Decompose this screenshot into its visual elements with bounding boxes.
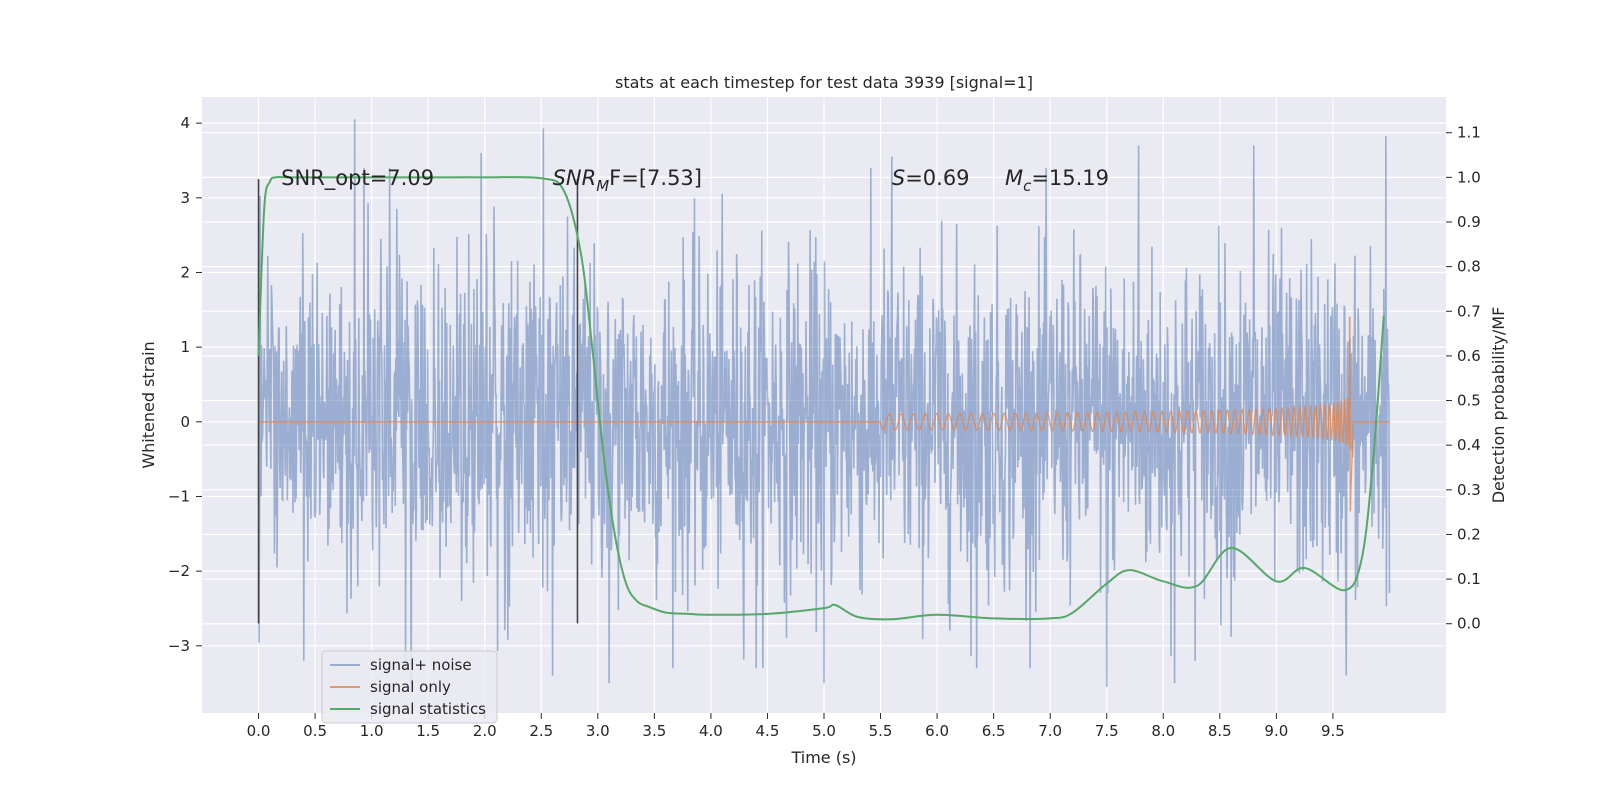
x-tick-label: 1.0 <box>360 722 384 740</box>
y-right-tick-label: 0.6 <box>1457 347 1481 365</box>
x-tick-label: 9.0 <box>1264 722 1288 740</box>
x-tick-label: 8.5 <box>1208 722 1232 740</box>
y-right-tick-label: 0.0 <box>1457 615 1481 633</box>
y-right-tick-label: 0.8 <box>1457 258 1481 276</box>
y-right-tick-label: 0.1 <box>1457 570 1481 588</box>
x-tick-label: 0.0 <box>247 722 271 740</box>
annotations: SNR_opt=7.09 SNRMF=[7.53] S=0.69 Mc=15.19 <box>281 166 1109 195</box>
y-tick-label: 4 <box>180 114 190 132</box>
x-tick-label: 3.5 <box>642 722 666 740</box>
annotation-part: S <box>892 166 905 190</box>
series-signal-only <box>258 316 1390 512</box>
x-tick-label: 8.0 <box>1151 722 1175 740</box>
y-tick-label: −2 <box>168 562 190 580</box>
y-tick-label: 0 <box>180 413 190 431</box>
y-axis-label: Whitened strain <box>139 341 158 468</box>
legend-box <box>321 650 498 724</box>
data-layer <box>257 119 1391 691</box>
annotation: Mc=15.19 <box>1005 166 1109 195</box>
axes: 0.0 0.5 1.0 1.5 2.0 2.5 3.0 3.5 4.0 4.5 5.0 5.5 6.0 6… <box>168 114 1481 740</box>
annotation-part: M <box>1005 166 1023 190</box>
y-tick-label: 1 <box>180 338 190 356</box>
x-tick-label: 5.5 <box>869 722 893 740</box>
x-tick-label: 1.5 <box>416 722 440 740</box>
annotation: SNR_opt=7.09 <box>281 166 434 191</box>
annotation-part: =15.19 <box>1031 166 1109 190</box>
annotation: S=0.69 <box>892 166 970 190</box>
annotation-part: SNR <box>553 166 597 190</box>
y-right-tick-label: 0.2 <box>1457 525 1481 543</box>
legend: signal+ noise signal only signal statistic… <box>321 650 498 724</box>
x-tick-label: 9.5 <box>1321 722 1345 740</box>
x-tick-label: 0.5 <box>303 722 327 740</box>
y-tick-label: −1 <box>168 487 190 505</box>
series-signal-noise <box>257 119 1391 691</box>
x-tick-label: 5.0 <box>812 722 836 740</box>
x-tick-label: 3.0 <box>586 722 610 740</box>
y-tick-label: 3 <box>180 189 190 207</box>
x-tick-label: 2.0 <box>473 722 497 740</box>
y-right-tick-label: 0.3 <box>1457 481 1481 499</box>
chart-title: stats at each timestep for test data 393… <box>615 73 1033 92</box>
x-axis-label: Time (s) <box>790 748 856 767</box>
y-right-tick-label: 0.4 <box>1457 436 1481 454</box>
y-right-tick-label: 0.5 <box>1457 392 1481 410</box>
annotation-subscript: c <box>1023 177 1032 195</box>
x-tick-label: 2.5 <box>529 722 553 740</box>
x-tick-label: 7.5 <box>1095 722 1119 740</box>
y-right-tick-label: 0.9 <box>1457 213 1481 231</box>
x-tick-label: 6.0 <box>925 722 949 740</box>
y-axis-right-label: Detection probability/MF <box>1489 307 1508 504</box>
x-tick-label: 4.0 <box>699 722 723 740</box>
y-tick-label: 2 <box>180 263 190 281</box>
series-signal-statistics <box>257 176 1385 621</box>
y-right-tick-label: 0.7 <box>1457 302 1481 320</box>
legend-label: signal+ noise <box>370 656 472 674</box>
y-right-tick-label: 1.0 <box>1457 168 1481 186</box>
annotation-subscript: M <box>596 177 609 195</box>
annotation-part: =0.69 <box>905 166 969 190</box>
annotation-part: F=[7.53] <box>609 166 702 190</box>
y-tick-label: −3 <box>168 637 190 655</box>
x-tick-label: 6.5 <box>982 722 1006 740</box>
legend-label: signal only <box>370 678 451 696</box>
x-tick-label: 4.5 <box>756 722 780 740</box>
legend-label: signal statistics <box>370 700 486 718</box>
annotation: SNRMF=[7.53] <box>553 166 702 195</box>
x-tick-label: 7.0 <box>1038 722 1062 740</box>
y-right-tick-label: 1.1 <box>1457 124 1481 142</box>
